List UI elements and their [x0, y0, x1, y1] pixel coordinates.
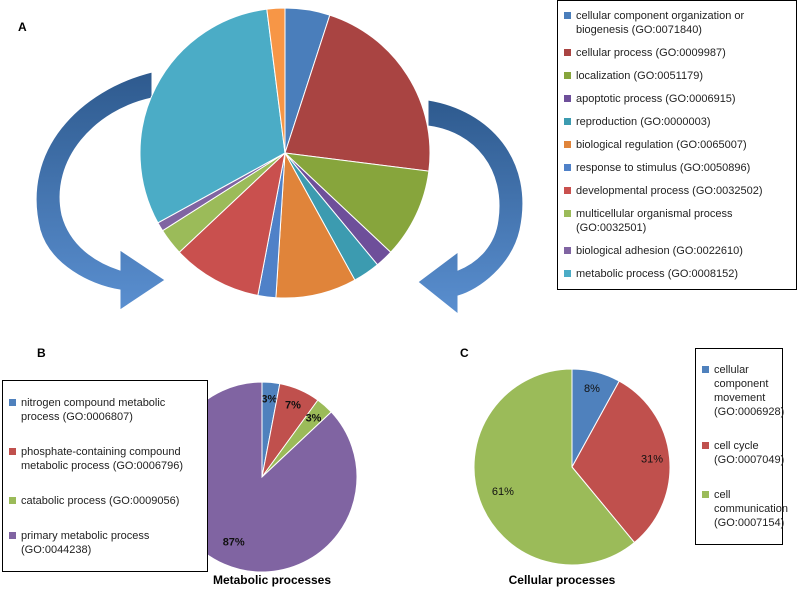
legend-item: apoptotic process (GO:0006915) — [564, 92, 790, 106]
legend-item: nitrogen compound metabolic process (GO:… — [9, 396, 201, 424]
legend-label: cell cycle (GO:0007049) — [714, 440, 785, 467]
legend-item: biological adhesion (GO:0022610) — [564, 244, 790, 258]
legend-item: localization (GO:0051179) — [564, 69, 790, 83]
data-label: 8% — [584, 383, 600, 395]
legend-item: developmental process (GO:0032502) — [564, 184, 790, 198]
legend-swatch — [564, 246, 571, 254]
arrow-left — [35, 71, 166, 311]
legend-item: multicellular organismal process (GO:003… — [564, 207, 790, 235]
legend-item: primary metabolic process (GO:0044238) — [9, 529, 201, 557]
pie-slice — [139, 8, 286, 224]
legend-swatch — [564, 12, 571, 20]
panel-label: C — [460, 346, 469, 360]
data-label: 31% — [641, 453, 663, 465]
legend-label: metabolic process (GO:0008152) — [576, 267, 739, 280]
legend-swatch — [564, 72, 571, 80]
legend: cellular component organization or bioge… — [557, 0, 797, 290]
legend-swatch — [564, 140, 571, 148]
data-label: 3% — [261, 393, 277, 405]
data-label: 87% — [223, 536, 245, 548]
legend-swatch — [564, 118, 571, 126]
legend-swatch — [702, 490, 709, 498]
chart-title: Cellular processes — [509, 573, 616, 587]
panel-label: B — [37, 346, 46, 360]
legend-item: metabolic process (GO:0008152) — [564, 267, 790, 281]
legend-label: cell communication (GO:0007154) — [714, 488, 788, 529]
legend-label: multicellular organismal process (GO:003… — [576, 207, 733, 234]
legend-swatch — [9, 398, 16, 406]
legend-label: response to stimulus (GO:0050896) — [576, 161, 751, 174]
legend-item: catabolic process (GO:0009056) — [9, 494, 201, 508]
pie-slice — [473, 368, 636, 566]
legend-label: cellular component organization or bioge… — [576, 10, 745, 37]
data-label: 61% — [492, 486, 514, 498]
legend-item: biological regulation (GO:0065007) — [564, 138, 790, 152]
legend-item: reproduction (GO:0000003) — [564, 115, 790, 129]
chart-title: Metabolic processes — [213, 573, 331, 587]
legend-label: localization (GO:0051179) — [576, 70, 703, 83]
legend-label: nitrogen compound metabolic process (GO:… — [21, 396, 166, 423]
legend-item: cellular component organization or bioge… — [564, 9, 790, 37]
legend-swatch — [9, 496, 16, 504]
pie-slice — [284, 14, 431, 172]
legend-label: primary metabolic process (GO:0044238) — [21, 529, 150, 556]
legend-item: cellular component movement (GO:0006928) — [702, 363, 784, 419]
legend-label: cellular component movement (GO:0006928) — [714, 364, 785, 419]
legend-swatch — [564, 49, 571, 57]
legend-swatch — [564, 186, 571, 194]
legend-item: cell cycle (GO:0007049) — [702, 439, 784, 467]
data-label: 3% — [306, 412, 322, 424]
legend-label: phosphate-containing compound metabolic … — [21, 445, 184, 472]
legend-item: phosphate-containing compound metabolic … — [9, 445, 201, 473]
legend-swatch — [564, 269, 571, 277]
legend-item: cellular process (GO:0009987) — [564, 46, 790, 60]
legend-swatch — [564, 95, 571, 103]
legend-label: apoptotic process (GO:0006915) — [576, 93, 736, 106]
legend-swatch — [564, 163, 571, 171]
legend-label: reproduction (GO:0000003) — [576, 116, 711, 129]
pie-slice — [178, 151, 286, 297]
data-label: 7% — [285, 399, 301, 411]
legend-swatch — [702, 442, 709, 450]
pie-slice — [283, 152, 430, 253]
arrow-right — [417, 99, 524, 316]
legend-item: response to stimulus (GO:0050896) — [564, 161, 790, 175]
legend-swatch — [702, 366, 709, 374]
legend-label: catabolic process (GO:0009056) — [21, 494, 180, 507]
pie-slice — [275, 151, 356, 299]
panel-label: A — [18, 20, 27, 34]
legend-label: biological adhesion (GO:0022610) — [576, 244, 743, 257]
legend: cellular component movement (GO:0006928)… — [695, 348, 788, 545]
legend: nitrogen compound metabolic process (GO:… — [2, 380, 208, 572]
legend-label: developmental process (GO:0032502) — [576, 184, 763, 197]
legend-swatch — [564, 209, 571, 217]
legend-item: cell communication (GO:0007154) — [702, 488, 788, 530]
pie-slice — [571, 380, 671, 544]
pie-slice — [266, 7, 286, 154]
legend-swatch — [9, 531, 16, 539]
legend-swatch — [9, 447, 16, 455]
legend-label: biological regulation (GO:0065007) — [576, 138, 747, 151]
legend-label: cellular process (GO:0009987) — [576, 47, 726, 60]
